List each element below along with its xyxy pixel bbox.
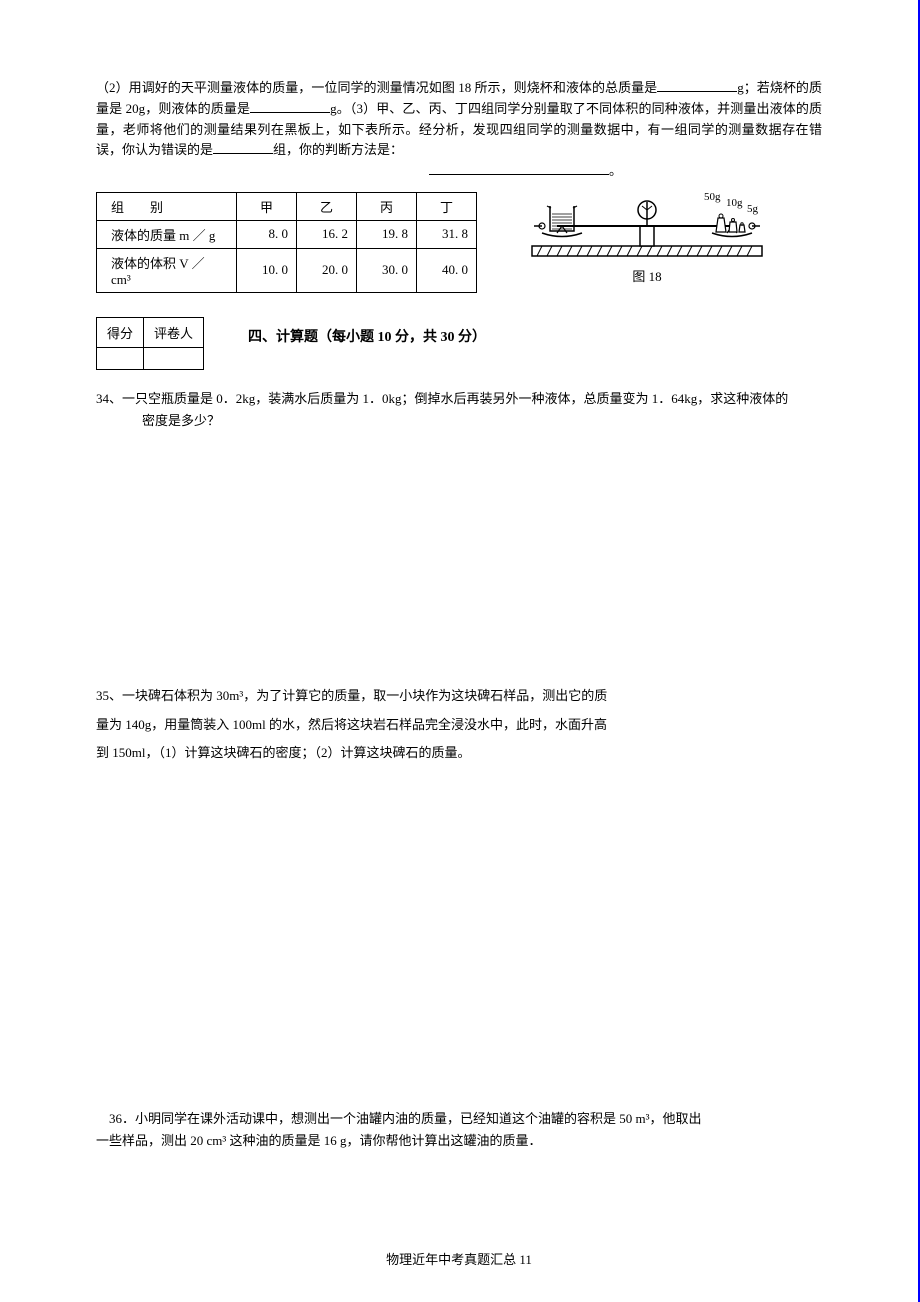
grader-cell-empty bbox=[144, 347, 204, 369]
table-header-group: 组 别 bbox=[97, 192, 237, 220]
row-label-volume: 液体的体积 V ／ cm³ bbox=[97, 248, 237, 292]
weight-5g: 5g bbox=[747, 203, 759, 215]
table-row: 液体的质量 m ／ g 8. 0 16. 2 19. 8 31. 8 bbox=[97, 220, 477, 248]
question-2-paragraph: （2）用调好的天平测量液体的质量，一位同学的测量情况如图 18 所示，则烧杯和液… bbox=[96, 78, 822, 182]
table-row: 液体的体积 V ／ cm³ 10. 0 20. 0 30. 0 40. 0 bbox=[97, 248, 477, 292]
cell-value: 20. 0 bbox=[297, 248, 357, 292]
score-header-score: 得分 bbox=[97, 317, 144, 347]
q35-line3: 到 150ml，（1）计算这块碑石的密度；（2）计算这块碑石的质量。 bbox=[96, 739, 822, 768]
q34-number: 34、 bbox=[96, 391, 122, 406]
q35-line2: 量为 140g，用量筒装入 100ml 的水，然后将这块岩石样品完全浸没水中，此… bbox=[96, 711, 822, 740]
q2-text-a: （2）用调好的天平测量液体的质量，一位同学的测量情况如图 18 所示，则烧杯和液… bbox=[96, 80, 657, 95]
balance-scale-icon: 50g 10g 5g bbox=[522, 188, 772, 260]
figure-caption: 图 18 bbox=[517, 266, 777, 285]
score-cell-empty bbox=[97, 347, 144, 369]
table-header-row: 组 别 甲 乙 丙 丁 bbox=[97, 192, 477, 220]
row-label-mass: 液体的质量 m ／ g bbox=[97, 220, 237, 248]
cell-value: 30. 0 bbox=[357, 248, 417, 292]
cell-value: 10. 0 bbox=[237, 248, 297, 292]
cell-value: 8. 0 bbox=[237, 220, 297, 248]
blank-method bbox=[429, 161, 609, 175]
weight-50g: 50g bbox=[704, 191, 721, 203]
blank-wrong-group bbox=[213, 140, 273, 154]
q34-text1: 一只空瓶质量是 0．2kg，装满水后质量为 1．0kg；倒掉水后再装另外一种液体… bbox=[122, 391, 788, 406]
q36-line2: 一些样品，测出 20 cm³ 这种油的质量是 16 g，请你帮他计算出这罐油的质… bbox=[96, 1130, 822, 1152]
blank-total-mass bbox=[657, 78, 737, 92]
measurement-data-table: 组 别 甲 乙 丙 丁 液体的质量 m ／ g 8. 0 16. 2 19. 8… bbox=[96, 192, 477, 293]
question-35: 35、一块碑石体积为 30m³，为了计算它的质量，取一小块作为这块碑石样品，测出… bbox=[96, 682, 822, 768]
table-header-yi: 乙 bbox=[297, 192, 357, 220]
question-36: 36．小明同学在课外活动课中，想测出一个油罐内油的质量，已经知道这个油罐的容积是… bbox=[96, 1108, 822, 1152]
q36-line1: 36．小明同学在课外活动课中，想测出一个油罐内油的质量，已经知道这个油罐的容积是… bbox=[96, 1108, 822, 1130]
q35-line1: 35、一块碑石体积为 30m³，为了计算它的质量，取一小块作为这块碑石样品，测出… bbox=[96, 682, 822, 711]
cell-value: 31. 8 bbox=[417, 220, 477, 248]
section-4-title: 四、计算题（每小题 10 分，共 30 分） bbox=[248, 316, 486, 346]
cell-value: 16. 2 bbox=[297, 220, 357, 248]
weight-10g: 10g bbox=[726, 197, 743, 209]
blank-liquid-mass bbox=[250, 99, 330, 113]
table-header-jia: 甲 bbox=[237, 192, 297, 220]
figure-18-area: 50g 10g 5g bbox=[517, 188, 777, 285]
q2-text-e: 。 bbox=[609, 163, 622, 178]
score-table: 得分 评卷人 bbox=[96, 317, 204, 370]
page-footer: 物理近年中考真题汇总 11 bbox=[0, 1249, 918, 1268]
table-header-bing: 丙 bbox=[357, 192, 417, 220]
q34-text2: 密度是多少？ bbox=[96, 410, 822, 432]
question-34: 34、一只空瓶质量是 0．2kg，装满水后质量为 1．0kg；倒掉水后再装另外一… bbox=[96, 388, 822, 432]
cell-value: 19. 8 bbox=[357, 220, 417, 248]
cell-value: 40. 0 bbox=[417, 248, 477, 292]
q2-text-d: 组，你的判断方法是： bbox=[273, 142, 403, 157]
score-header-grader: 评卷人 bbox=[144, 317, 204, 347]
table-header-ding: 丁 bbox=[417, 192, 477, 220]
